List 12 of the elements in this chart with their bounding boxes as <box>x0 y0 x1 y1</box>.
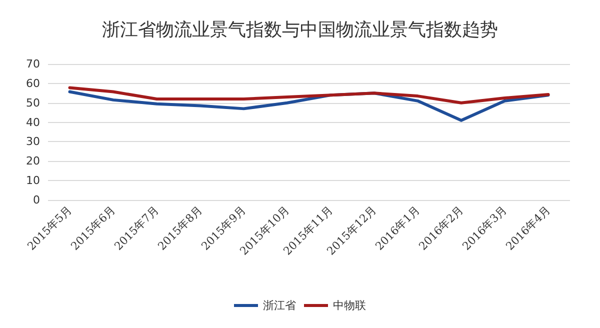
y-tick-label: 50 <box>26 96 40 110</box>
y-tick-label: 70 <box>26 58 40 70</box>
y-tick-label: 40 <box>26 116 40 129</box>
y-tick-label: 10 <box>26 174 40 188</box>
y-tick-label: 0 <box>33 194 40 206</box>
legend-label: 中物联 <box>333 299 366 312</box>
y-tick-label: 30 <box>26 135 40 148</box>
y-tick-label: 20 <box>26 154 40 168</box>
line-series <box>68 86 550 104</box>
y-tick-label: 60 <box>26 76 40 90</box>
legend-label: 浙江省 <box>263 299 296 312</box>
chart-title: 浙江省物流业景气指数与中国物流业景气指数趋势 <box>102 20 498 40</box>
